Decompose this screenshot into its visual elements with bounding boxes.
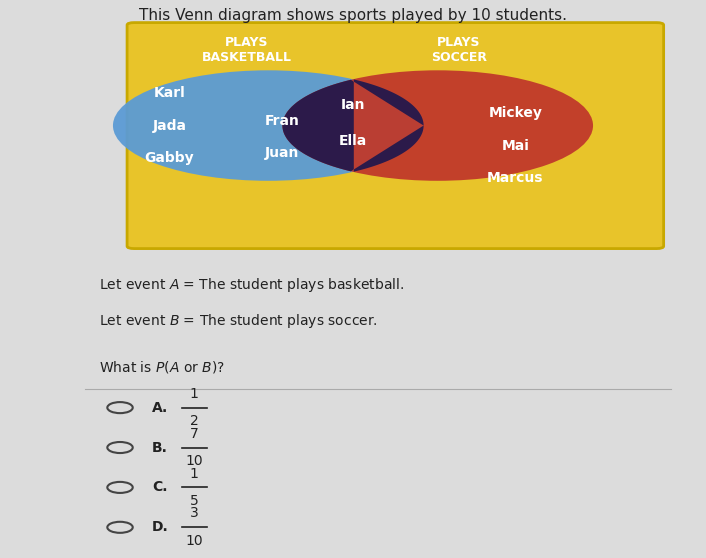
Text: Juan: Juan (265, 146, 299, 160)
Text: Marcus: Marcus (487, 171, 544, 185)
Text: Ian: Ian (341, 98, 365, 113)
Text: Gabby: Gabby (145, 151, 194, 165)
Text: What is $P$($A$ or $B$)?: What is $P$($A$ or $B$)? (99, 358, 225, 374)
FancyBboxPatch shape (127, 22, 664, 248)
Text: 1: 1 (190, 387, 198, 401)
Text: Karl: Karl (154, 86, 185, 100)
Text: PLAYS
SOCCER: PLAYS SOCCER (431, 36, 487, 64)
Text: This Venn diagram shows sports played by 10 students.: This Venn diagram shows sports played by… (139, 8, 567, 22)
Text: 10: 10 (186, 534, 203, 548)
Text: Let event $B$ = The student plays soccer.: Let event $B$ = The student plays soccer… (99, 312, 378, 330)
Text: Mai: Mai (501, 138, 530, 153)
Circle shape (282, 70, 593, 181)
Text: Jada: Jada (152, 118, 186, 133)
Text: Fran: Fran (265, 113, 300, 128)
Text: C.: C. (152, 480, 167, 494)
Text: A.: A. (152, 401, 168, 415)
Text: Let event $A$ = The student plays basketball.: Let event $A$ = The student plays basket… (99, 276, 404, 294)
Text: 2: 2 (190, 415, 198, 429)
Text: 10: 10 (186, 454, 203, 468)
Text: D.: D. (152, 520, 169, 535)
Text: Ella: Ella (339, 133, 367, 148)
Text: PLAYS
BASKETBALL: PLAYS BASKETBALL (202, 36, 292, 64)
Text: 1: 1 (190, 466, 198, 480)
Circle shape (113, 70, 424, 181)
Text: 5: 5 (190, 494, 198, 508)
Text: 7: 7 (190, 427, 198, 441)
Text: Mickey: Mickey (489, 106, 542, 120)
Polygon shape (282, 79, 424, 172)
Text: B.: B. (152, 440, 167, 455)
Text: 3: 3 (190, 507, 198, 521)
